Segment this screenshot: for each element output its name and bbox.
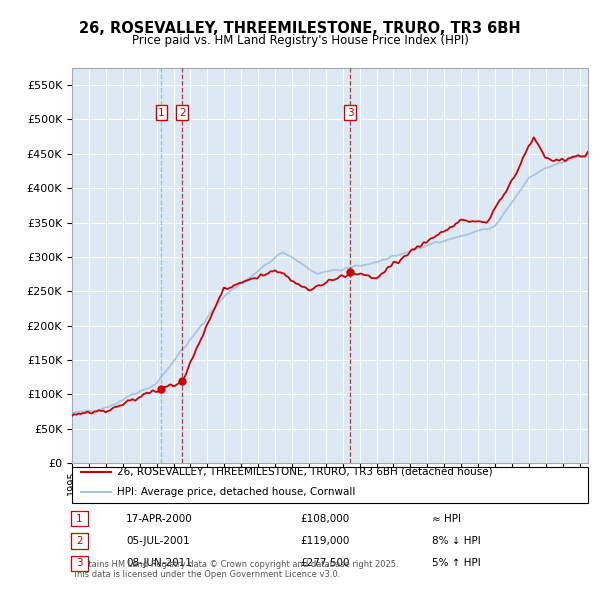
Text: HPI: Average price, detached house, Cornwall: HPI: Average price, detached house, Corn… <box>117 487 355 497</box>
Text: 3: 3 <box>76 559 83 568</box>
Text: 2: 2 <box>76 536 83 546</box>
Text: 2: 2 <box>179 107 185 117</box>
Text: Price paid vs. HM Land Registry's House Price Index (HPI): Price paid vs. HM Land Registry's House … <box>131 34 469 47</box>
Text: 3: 3 <box>347 107 353 117</box>
Text: £119,000: £119,000 <box>300 536 349 546</box>
Text: 08-JUN-2011: 08-JUN-2011 <box>126 559 192 568</box>
Text: Contains HM Land Registry data © Crown copyright and database right 2025.
This d: Contains HM Land Registry data © Crown c… <box>72 560 398 579</box>
Text: ≈ HPI: ≈ HPI <box>432 514 461 523</box>
Text: 5% ↑ HPI: 5% ↑ HPI <box>432 559 481 568</box>
Text: 1: 1 <box>158 107 165 117</box>
Text: 26, ROSEVALLEY, THREEMILESTONE, TRURO, TR3 6BH: 26, ROSEVALLEY, THREEMILESTONE, TRURO, T… <box>79 21 521 35</box>
Text: 8% ↓ HPI: 8% ↓ HPI <box>432 536 481 546</box>
Text: £277,500: £277,500 <box>300 559 349 568</box>
Text: 05-JUL-2001: 05-JUL-2001 <box>126 536 190 546</box>
Text: 26, ROSEVALLEY, THREEMILESTONE, TRURO, TR3 6BH (detached house): 26, ROSEVALLEY, THREEMILESTONE, TRURO, T… <box>117 467 493 477</box>
Text: 1: 1 <box>76 514 83 523</box>
Text: 17-APR-2000: 17-APR-2000 <box>126 514 193 523</box>
Text: £108,000: £108,000 <box>300 514 349 523</box>
